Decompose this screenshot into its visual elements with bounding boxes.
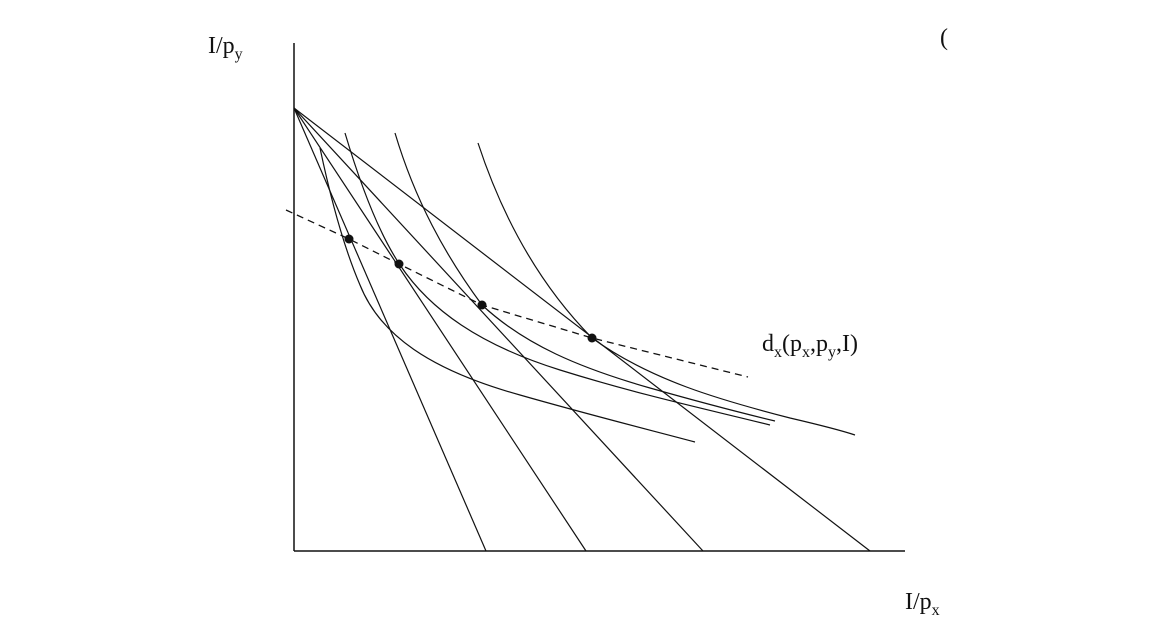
optimum-point-2: [394, 259, 404, 269]
budget-line-4: [293, 107, 871, 552]
demand-curve-label: dx(px,py,I): [762, 331, 858, 361]
optimum-point-3: [477, 300, 487, 310]
x-axis-label: I/px: [905, 589, 940, 619]
indifference-curve-4: [477, 142, 856, 436]
indifference-curve-1: [319, 147, 696, 443]
optimum-point-4: [587, 333, 597, 343]
demand-curve: [285, 209, 749, 378]
budget-line-2: [293, 107, 587, 552]
indifference-curve-2: [344, 132, 771, 426]
budget-line-3: [293, 107, 704, 552]
corner-mark: (: [940, 25, 948, 51]
indifference-curve-3: [394, 132, 776, 422]
optimum-point-1: [344, 234, 354, 244]
y-axis-label: I/py: [208, 33, 243, 63]
